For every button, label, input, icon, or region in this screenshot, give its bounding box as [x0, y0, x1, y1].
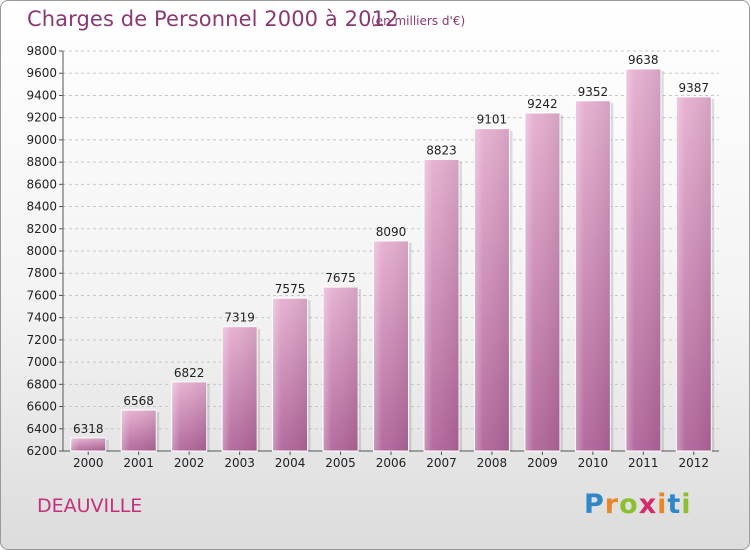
- axes: 6200 6400 6600 6800 7000 7200 7400 7600 7800 8000…: [26, 44, 719, 470]
- bar-value-label: 9387: [678, 81, 709, 95]
- logo-letter: i: [657, 489, 668, 520]
- logo-letter: t: [667, 489, 682, 520]
- bar-value-label: 6822: [174, 366, 205, 380]
- y-tick-label: 8600: [26, 177, 57, 191]
- bar-value-label: 9101: [477, 113, 508, 127]
- chart-title: Charges de Personnel 2000 à 2012: [27, 7, 399, 31]
- logo-letter: i: [681, 489, 692, 520]
- logo-letter: P: [584, 489, 605, 520]
- x-tick-label: 2005: [325, 456, 356, 470]
- y-tick-label: 9400: [26, 88, 57, 102]
- logo-letter: x: [638, 489, 658, 520]
- y-tick-label: 9600: [26, 66, 57, 80]
- y-tick-label: 9200: [26, 111, 57, 125]
- x-tick-label: 2006: [376, 456, 407, 470]
- x-tick-label: 2008: [477, 456, 508, 470]
- y-tick-label: 6400: [26, 422, 57, 436]
- y-tick-label: 7800: [26, 266, 57, 280]
- y-tick-label: 7400: [26, 311, 57, 325]
- x-tick-label: 2004: [275, 456, 306, 470]
- bar-highlight: [524, 113, 560, 451]
- bar-highlight: [423, 159, 459, 452]
- y-tick-label: 7200: [26, 333, 57, 347]
- y-tick-label: 6200: [26, 444, 57, 458]
- bar-highlight: [121, 410, 157, 451]
- bar-value-label: 6568: [123, 394, 154, 408]
- bar-value-label: 9352: [578, 85, 609, 99]
- y-tick-label: 6600: [26, 400, 57, 414]
- y-tick-label: 7000: [26, 355, 57, 369]
- y-tick-label: 9000: [26, 133, 57, 147]
- bar-highlight: [222, 326, 258, 451]
- x-tick-label: 2011: [628, 456, 659, 470]
- chart-subtitle: (en milliers d'€): [371, 14, 466, 28]
- bars: 6318 6568 6822 7319 7575 7675 8090 8823 9101 9242…: [70, 53, 715, 452]
- bar-value-label: 6318: [73, 422, 104, 436]
- bar-highlight: [373, 241, 409, 451]
- x-tick-label: 2009: [527, 456, 558, 470]
- bar-value-label: 7675: [325, 271, 356, 285]
- town-name: DEAUVILLE: [37, 495, 143, 517]
- logo-letter: o: [619, 489, 639, 520]
- logo-letter: r: [604, 489, 620, 520]
- x-tick-label: 2001: [123, 456, 154, 470]
- bar-highlight: [474, 128, 510, 451]
- bar-value-label: 7319: [224, 311, 255, 325]
- bar-highlight: [272, 298, 308, 451]
- x-tick-label: 2002: [174, 456, 205, 470]
- y-tick-label: 7600: [26, 288, 57, 302]
- bar-highlight: [676, 96, 712, 451]
- x-tick-label: 2007: [426, 456, 457, 470]
- bar-highlight: [171, 381, 207, 451]
- bar-highlight: [323, 287, 359, 451]
- x-tick-label: 2003: [224, 456, 255, 470]
- y-tick-label: 6800: [26, 377, 57, 391]
- x-tick-label: 2000: [73, 456, 104, 470]
- x-tick-label: 2010: [578, 456, 609, 470]
- y-tick-label: 8000: [26, 244, 57, 258]
- y-tick-label: 8400: [26, 200, 57, 214]
- bar-value-label: 9638: [628, 53, 659, 67]
- y-tick-label: 8800: [26, 155, 57, 169]
- bar-value-label: 8090: [376, 225, 407, 239]
- proxiti-logo: Proxiti: [584, 489, 692, 520]
- bar-highlight: [70, 437, 106, 451]
- bar-value-label: 8823: [426, 144, 457, 158]
- bar-value-label: 9242: [527, 97, 558, 111]
- y-tick-label: 9800: [26, 44, 57, 58]
- x-tick-label: 2012: [678, 456, 709, 470]
- bar-highlight: [625, 69, 661, 451]
- bar-highlight: [575, 100, 611, 452]
- y-tick-label: 8200: [26, 222, 57, 236]
- bar-value-label: 7575: [275, 282, 306, 296]
